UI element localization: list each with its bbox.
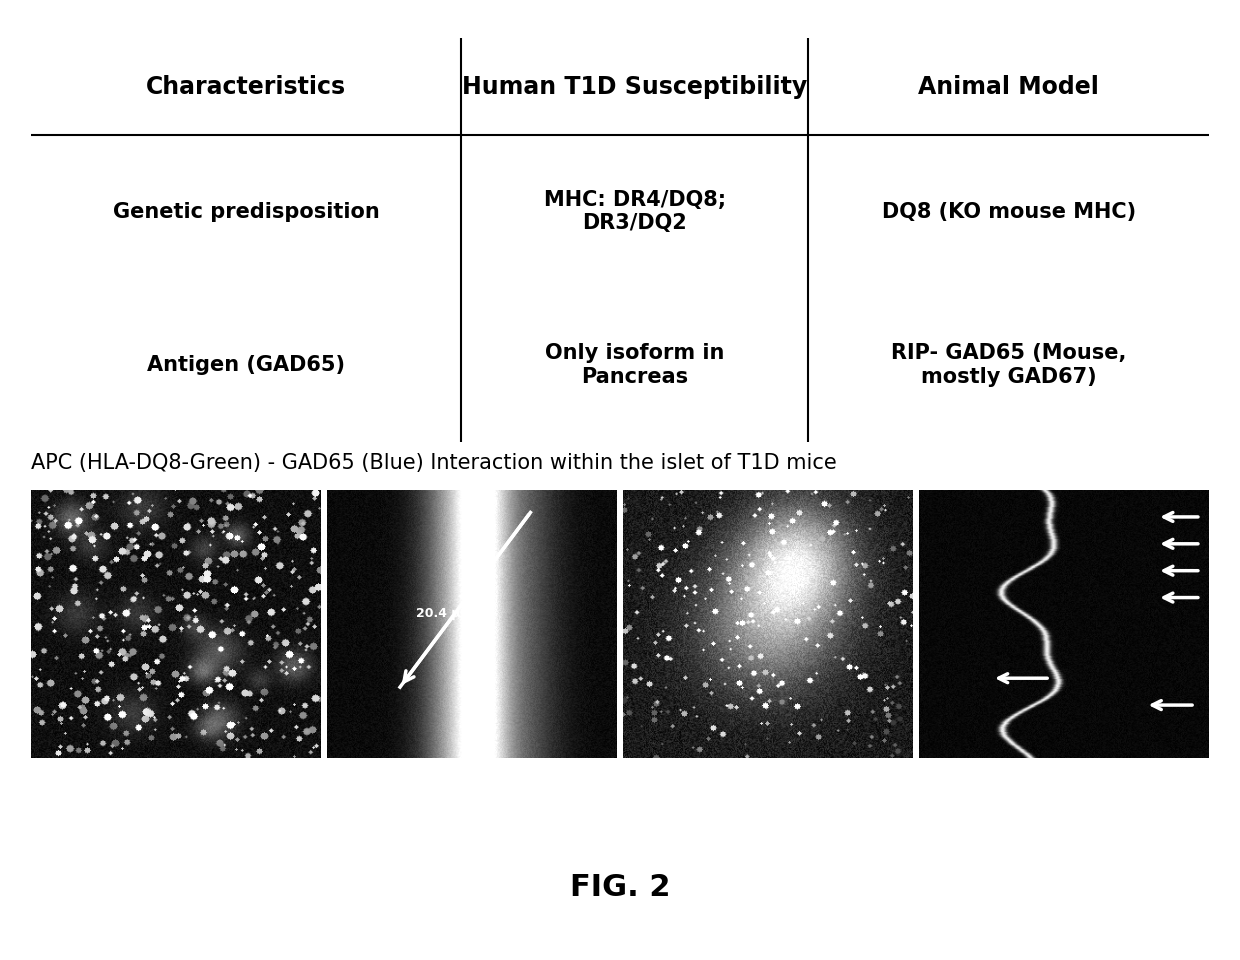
Text: APC (HLA-DQ8-Green) - GAD65 (Blue) Interaction within the islet of T1D mice: APC (HLA-DQ8-Green) - GAD65 (Blue) Inter… <box>31 453 837 473</box>
Text: FIG. 2: FIG. 2 <box>569 873 671 901</box>
Text: Only isoform in
Pancreas: Only isoform in Pancreas <box>546 344 724 387</box>
Text: MHC: DR4/DQ8;
DR3/DQ2: MHC: DR4/DQ8; DR3/DQ2 <box>543 190 725 233</box>
Text: Characteristics: Characteristics <box>146 75 346 99</box>
Text: Human T1D Susceptibility: Human T1D Susceptibility <box>463 75 807 99</box>
Text: DQ8 (KO mouse MHC): DQ8 (KO mouse MHC) <box>882 202 1136 222</box>
Text: Antigen (GAD65): Antigen (GAD65) <box>148 355 345 375</box>
Text: 20.4 μm: 20.4 μm <box>417 608 474 620</box>
Text: Genetic predisposition: Genetic predisposition <box>113 202 379 222</box>
Text: Animal Model: Animal Model <box>919 75 1099 99</box>
Text: RIP- GAD65 (Mouse,
mostly GAD67): RIP- GAD65 (Mouse, mostly GAD67) <box>892 344 1126 387</box>
